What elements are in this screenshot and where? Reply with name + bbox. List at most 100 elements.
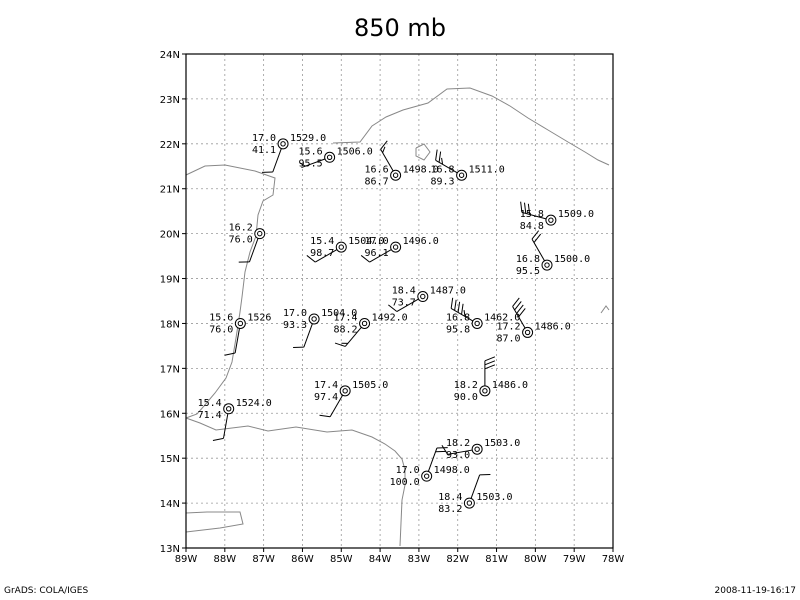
chart-title: 850 mb: [353, 14, 447, 42]
station-height: 1509.0: [558, 209, 594, 220]
barb-staff: [396, 298, 419, 312]
barb-half-feather: [299, 162, 306, 167]
wind-barb: [293, 323, 313, 348]
station-ring: [254, 228, 266, 240]
station-dot: [280, 141, 286, 147]
barb-staff: [222, 413, 229, 439]
barb-staff: [380, 149, 394, 172]
x-tick-label: 88W: [214, 554, 237, 565]
barb-full-feather: [484, 356, 496, 362]
barb-half-feather: [382, 146, 386, 153]
station-temperature: 16.2: [229, 223, 253, 234]
x-tick-label: 86W: [291, 554, 314, 565]
barb-full-feather: [388, 304, 398, 312]
station-ring: [545, 214, 557, 226]
barb-full-feather: [520, 201, 523, 213]
barb-full-feather: [527, 203, 531, 215]
station-ring: [421, 470, 433, 482]
barb-staff: [447, 449, 473, 455]
x-tick-label: 79W: [563, 554, 586, 565]
station-humidity: 83.2: [438, 504, 462, 515]
station-dot: [326, 154, 333, 160]
station-temperature: 16.8: [446, 312, 470, 323]
barb-half-feather: [463, 310, 466, 317]
station-height: 1504.0: [321, 308, 357, 319]
y-tick-label: 23N: [160, 95, 180, 106]
barb-staff: [369, 249, 392, 263]
station-humidity: 88.2: [333, 324, 357, 335]
station-temperature: 18.4: [392, 286, 416, 297]
station-humidity: 93.3: [283, 320, 307, 331]
y-tick-label: 22N: [160, 140, 180, 151]
station-humidity: 76.0: [209, 324, 233, 335]
footer-credit: GrADS: COLA/IGES: [4, 586, 89, 596]
station-markers: 17.041.11529.015.695.51506.016.686.71498…: [198, 133, 594, 515]
cuba-coast: [332, 87, 610, 166]
wind-barb: [470, 474, 491, 499]
barb-full-feather: [457, 301, 461, 313]
wind-barb: [484, 356, 496, 386]
wind-barb: [435, 149, 458, 174]
station-temperature: 16.8: [516, 254, 540, 265]
station-ring: [234, 317, 246, 329]
footer-timestamp: 2008-11-19-16:17: [714, 586, 797, 596]
wind-barb: [360, 249, 392, 263]
barb-full-feather: [360, 255, 370, 263]
x-tick-label: 78W: [602, 554, 625, 565]
station-humidity: 87.0: [497, 333, 521, 344]
station-height: 1526: [247, 312, 271, 323]
station-dot: [474, 446, 480, 452]
station-ring: [417, 291, 429, 303]
barb-staff: [344, 326, 362, 347]
belize-guatemala-coast: [185, 511, 244, 533]
station-height: 1511.0: [469, 164, 505, 175]
barb-full-feather: [514, 301, 522, 311]
jamaica-east: [600, 305, 610, 314]
station-temperature: 18.4: [438, 492, 462, 503]
wind-barb: [238, 238, 259, 263]
station-temperature: 18.2: [454, 380, 478, 391]
station-ring: [339, 385, 351, 397]
station-dot: [548, 217, 554, 223]
station-temperature: 15.6: [209, 312, 233, 323]
station-height: 1506.0: [337, 146, 373, 157]
station-dot: [237, 320, 244, 327]
station-humidity: 96.1: [365, 248, 389, 259]
station-height: 1529.0: [290, 133, 326, 144]
y-tick-label: 17N: [160, 364, 180, 375]
barb-full-feather: [380, 140, 388, 150]
wind-barb: [319, 394, 344, 418]
station-dot: [361, 320, 368, 327]
x-tick-label: 82W: [446, 554, 469, 565]
station-ring: [471, 317, 483, 329]
barb-full-feather: [512, 297, 520, 307]
barb-full-feather: [454, 299, 457, 311]
barb-staff: [521, 211, 547, 220]
station-humidity: 95.8: [446, 324, 470, 335]
barb-full-feather: [531, 230, 540, 240]
y-tick-label: 19N: [160, 275, 180, 286]
barb-staff: [470, 474, 481, 499]
station-temperature: 17.4: [333, 312, 357, 323]
station-temperature: 18.2: [446, 438, 470, 449]
station-dot: [226, 406, 232, 412]
station-dot: [420, 293, 426, 300]
station-height: 1500.0: [554, 254, 590, 265]
station-dot: [423, 473, 430, 479]
station-humidity: 95.5: [299, 158, 323, 169]
station-temperature: 17.4: [314, 380, 338, 391]
wind-barb: [512, 297, 526, 329]
station-height: 1492.0: [372, 312, 408, 323]
plot-frame: [185, 53, 614, 549]
x-tick-label: 87W: [252, 554, 275, 565]
barb-full-feather: [441, 444, 449, 455]
station-ring: [463, 497, 475, 509]
station-height: 1496.0: [403, 236, 439, 247]
station-ring: [390, 169, 402, 181]
y-tick-label: 24N: [160, 50, 180, 61]
station-temperature: 15.4: [310, 236, 334, 247]
x-tick-label: 83W: [408, 554, 431, 565]
barb-staff: [329, 394, 344, 418]
barb-staff: [427, 447, 438, 472]
station-temperature: 17.0: [396, 465, 420, 476]
